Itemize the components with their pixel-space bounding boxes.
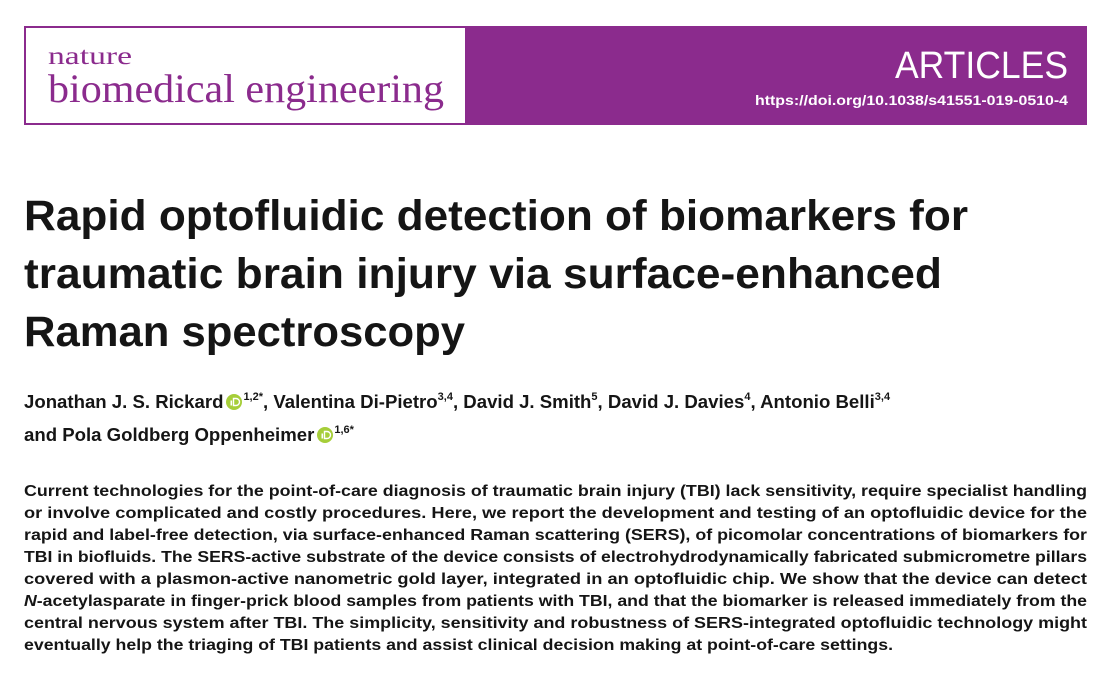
- separator: ,: [597, 391, 603, 412]
- doi: https://doi.org/10.1038/s41551-019-0510-…: [755, 92, 1068, 108]
- author-name: David J. Davies: [607, 391, 745, 412]
- abstract-line: covered with a plasmon-active nanometric…: [24, 571, 1087, 588]
- author-sup: 5: [591, 391, 598, 403]
- abstract-line: N -acetylasparate in finger-prick blood s…: [24, 593, 1087, 610]
- author-name: Pola Goldberg Oppenheimer: [62, 424, 315, 445]
- author-sup: 4: [744, 391, 751, 403]
- title-line: Raman spectroscopy: [24, 308, 465, 356]
- separator: ,: [452, 391, 459, 412]
- author-sup: 3,4: [874, 391, 891, 403]
- abstract-line: eventually help the triaging of TBI pati…: [24, 637, 893, 654]
- connector: and: [24, 424, 58, 445]
- author-sup: 3,4: [437, 391, 453, 403]
- orcid-icon: [317, 427, 334, 443]
- abstract-line: central nervous system after TBI. The si…: [24, 615, 1087, 632]
- author-name: Antonio Belli: [760, 391, 875, 412]
- journal-large: biomedical engineering: [48, 66, 444, 111]
- abstract-line: TBI in biofluids. The SERS-active substr…: [24, 549, 1087, 566]
- section-label: ARTICLES: [895, 45, 1068, 87]
- orcid-icon: [226, 394, 243, 410]
- authors-line: Jonathan J. S. Rickard 1,2*, Valentina Di…: [24, 391, 890, 413]
- journal-small: nature: [48, 43, 132, 70]
- abstract-line: Current technologies for the point-of-ca…: [24, 483, 1087, 500]
- separator: ,: [263, 391, 269, 412]
- authors-line: and Pola Goldberg Oppenheimer 1,6*: [24, 424, 354, 446]
- journal-box: [24, 26, 467, 125]
- title-line: traumatic brain injury via surface-enhan…: [24, 250, 942, 298]
- author-sup: 1,6*: [334, 424, 354, 436]
- abstract-text: -acetylasparate in finger-prick blood sa…: [37, 593, 1088, 610]
- abstract-italic: N: [24, 593, 38, 610]
- abstract-line: or involve complicated and costly proced…: [24, 505, 1087, 522]
- abstract-line: rapid and label-free detection, via surf…: [24, 527, 1087, 544]
- separator: ,: [750, 391, 756, 412]
- header-band: [466, 26, 1087, 125]
- author-name: David J. Smith: [463, 391, 592, 412]
- author-name: Jonathan J. S. Rickard: [24, 391, 224, 412]
- title-line: Rapid optofluidic detection of biomarker…: [24, 192, 968, 240]
- author-name: Valentina Di-Pietro: [273, 391, 438, 412]
- author-sup: 1,2*: [243, 391, 264, 403]
